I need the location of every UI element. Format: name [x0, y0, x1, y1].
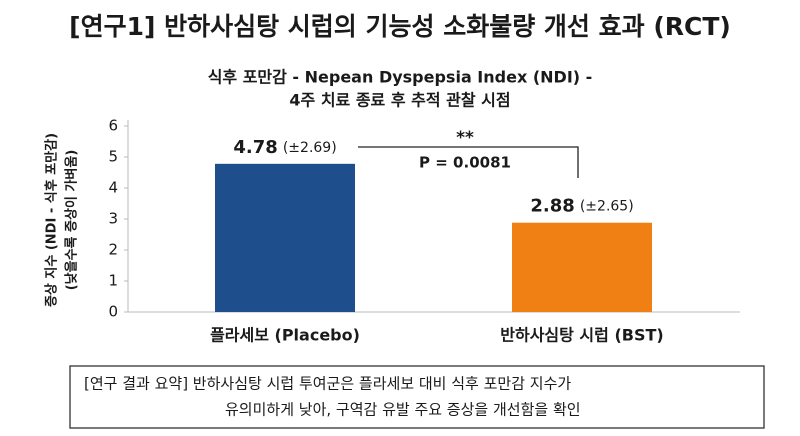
bar: [215, 163, 355, 312]
value-label: 4.78 (±2.69): [233, 137, 336, 158]
chart-title: [연구1] 반하사심탕 시럽의 기능성 소화불량 개선 효과 (RCT): [69, 12, 731, 41]
summary-text: 유의미하게 낮아, 구역감 유발 주요 증상을 개선함을 확인: [225, 401, 581, 419]
y-tick-label: 3: [108, 210, 118, 228]
y-tick-label: 2: [108, 241, 118, 259]
y-axis-label: 증상 지수 (NDI - 식후 포만감): [44, 133, 60, 307]
y-tick-label: 5: [108, 148, 118, 166]
y-tick-label: 1: [108, 272, 118, 290]
x-tick-label: 반하사심탕 시럽 (BST): [500, 326, 663, 345]
y-axis-label: (낮을수록 증상이 가벼움): [64, 150, 80, 291]
bar: [512, 222, 652, 312]
error-label: (±2.69): [283, 140, 337, 156]
y-tick-label: 0: [108, 303, 118, 321]
value-number: 4.78: [233, 137, 277, 158]
y-tick-label: 4: [108, 179, 118, 197]
value-number: 2.88: [530, 196, 574, 217]
significance-stars: **: [456, 128, 474, 148]
error-label: (±2.65): [580, 199, 634, 215]
x-tick-label: 플라세보 (Placebo): [210, 326, 360, 345]
chart-subtitle: 4주 치료 종료 후 추적 관찰 시점: [289, 91, 510, 110]
y-tick-label: 6: [108, 117, 118, 135]
value-label: 2.88 (±2.65): [530, 196, 633, 217]
summary-box: [69, 365, 765, 429]
p-value: P = 0.0081: [419, 154, 511, 172]
chart-subtitle: 식후 포만감 - Nepean Dyspepsia Index (NDI) -: [208, 68, 593, 87]
summary-text: [연구 결과 요약] 반하사심탕 시럽 투여군은 플라세보 대비 식후 포만감 …: [84, 375, 571, 393]
significance-bracket: [358, 146, 579, 178]
